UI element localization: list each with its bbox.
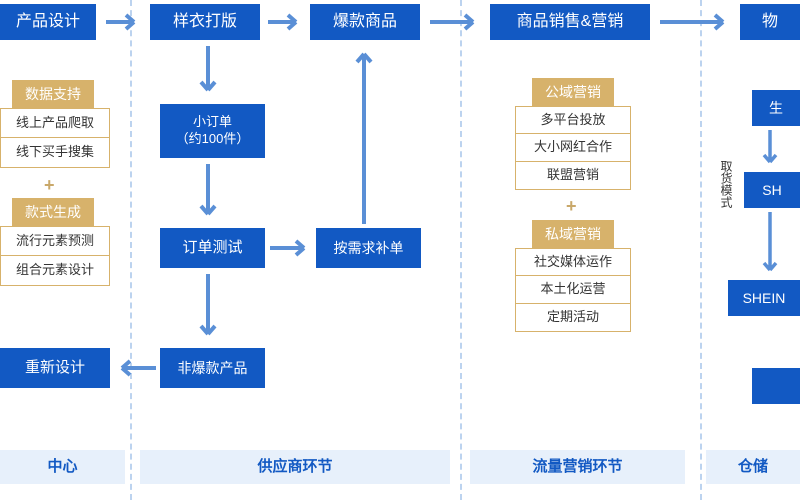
- arrow-right-icon: [266, 10, 306, 34]
- group-row: 线上产品爬取: [0, 108, 110, 138]
- arrow-right-icon: [658, 10, 733, 34]
- plus-icon: +: [566, 196, 577, 217]
- logistics-top: 生: [752, 90, 800, 126]
- redesign-box: 重新设计: [0, 348, 110, 388]
- stage-logistics: 物: [740, 4, 800, 40]
- private-marketing-group: 私域营销 社交媒体运作 本土化运营 定期活动: [515, 220, 631, 332]
- section-supplier: 供应商环节: [140, 450, 450, 484]
- stage-hot-product: 爆款商品: [310, 4, 420, 40]
- arrow-down-icon: [196, 272, 220, 344]
- section-design-center: 中心: [0, 450, 125, 484]
- plus-icon: +: [44, 175, 55, 196]
- public-marketing-group: 公域营销 多平台投放 大小网红合作 联盟营销: [515, 78, 631, 190]
- section-warehouse: 仓储: [706, 450, 800, 484]
- arrow-left-icon: [112, 356, 158, 380]
- style-gen-group: 款式生成 流行元素预测 组合元素设计: [0, 198, 110, 286]
- pickup-mode-label: 取货模式: [718, 160, 735, 208]
- group-row: 大小网红合作: [515, 134, 631, 162]
- group-row: 线下买手搜集: [0, 138, 110, 168]
- group-header: 公域营销: [532, 78, 614, 106]
- stage-sample: 样衣打版: [150, 4, 260, 40]
- stage-product-design: 产品设计: [0, 4, 96, 40]
- data-support-group: 数据支持 线上产品爬取 线下买手搜集: [0, 80, 110, 168]
- arrow-right-icon: [268, 236, 314, 260]
- group-row: 定期活动: [515, 304, 631, 332]
- small-order-box: 小订单 （约100件）: [160, 104, 265, 158]
- group-row: 本土化运营: [515, 276, 631, 304]
- group-row: 流行元素预测: [0, 226, 110, 256]
- arrow-right-icon: [104, 10, 144, 34]
- group-header: 数据支持: [12, 80, 94, 108]
- group-row: 联盟营销: [515, 162, 631, 190]
- group-header: 款式生成: [12, 198, 94, 226]
- section-divider: [700, 0, 702, 500]
- section-divider: [130, 0, 132, 500]
- reorder-box: 按需求补单: [316, 228, 421, 268]
- group-row: 多平台投放: [515, 106, 631, 134]
- section-marketing: 流量营销环节: [470, 450, 685, 484]
- logistics-shein: SHEIN: [728, 280, 800, 316]
- group-row: 组合元素设计: [0, 256, 110, 286]
- logistics-mid: SH: [744, 172, 800, 208]
- group-row: 社交媒体运作: [515, 248, 631, 276]
- arrow-down-icon: [760, 128, 780, 170]
- arrow-down-icon: [196, 162, 220, 224]
- arrow-down-icon: [196, 44, 220, 100]
- stage-sales-marketing: 商品销售&营销: [490, 4, 650, 40]
- logistics-bottom: [752, 368, 800, 404]
- group-header: 私域营销: [532, 220, 614, 248]
- arrow-right-icon: [428, 10, 483, 34]
- order-test-box: 订单测试: [160, 228, 265, 268]
- arrow-up-icon: [352, 44, 376, 226]
- non-hot-box: 非爆款产品: [160, 348, 265, 388]
- arrow-down-icon: [760, 210, 780, 278]
- section-divider: [460, 0, 462, 500]
